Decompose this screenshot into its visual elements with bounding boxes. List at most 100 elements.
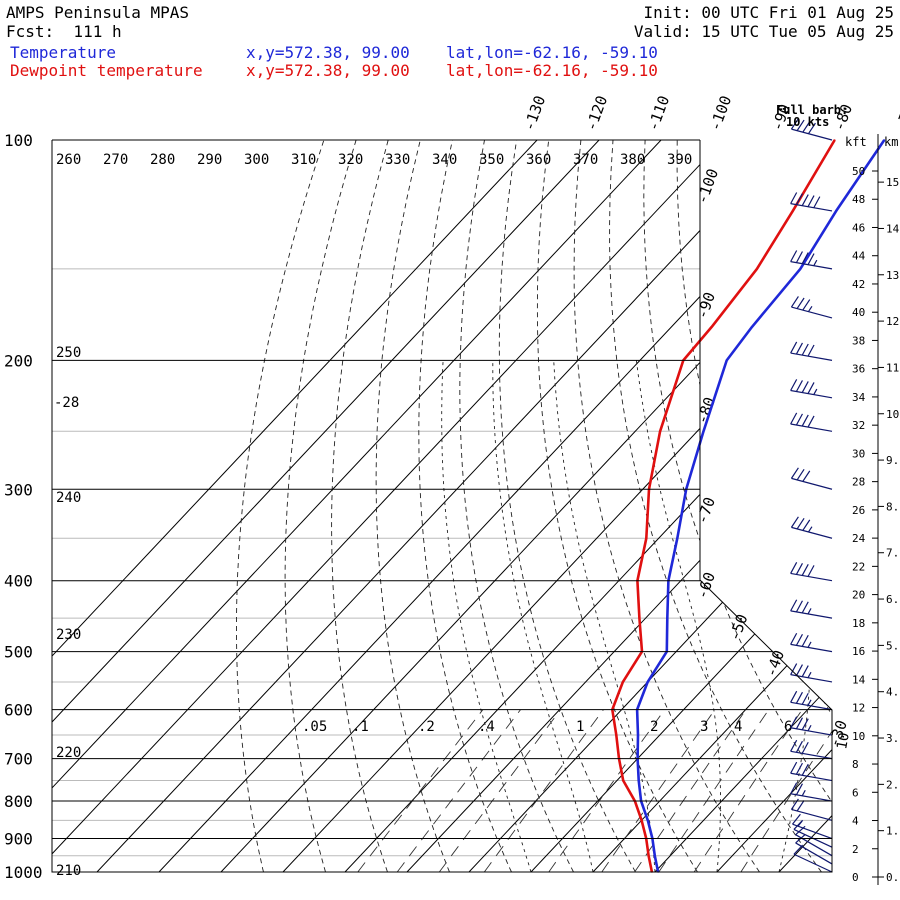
wind-barb-staff (791, 526, 833, 539)
kft-tick-label: 30 (852, 447, 865, 460)
dry-adiabat-line (236, 140, 325, 872)
wind-barb-flag (790, 798, 799, 810)
temperature-latlon: lat,lon=-62.16, -59.10 (446, 43, 658, 62)
wind-barb-flag (802, 299, 811, 311)
wind-barb-half-flag (807, 671, 812, 679)
wind-barb (790, 296, 833, 319)
dry-adiabat-line (331, 140, 389, 872)
dewpoint-point (622, 681, 624, 683)
pressure-tick-label: 500 (4, 643, 33, 662)
dewpoint-point (638, 617, 641, 619)
dry-adiabat-label: -28 (54, 395, 79, 411)
wind-barb (790, 118, 833, 141)
wind-barb-staff (790, 643, 833, 653)
isotherm-line (52, 140, 724, 872)
wind-barb-flag (807, 195, 815, 207)
wind-barb-flag (790, 341, 798, 354)
mixing-ratio-label: .2 (418, 719, 435, 735)
dry-adiabat-label: 380 (620, 152, 645, 168)
isotherm-label: -70 (693, 495, 719, 527)
wind-barb (790, 341, 833, 361)
temperature-xy: x,y=572.38, 99.00 (246, 43, 410, 62)
mixing-ratio-line (658, 709, 770, 872)
wind-barb-flag (795, 380, 803, 392)
isotherm-label: -70 (892, 102, 900, 134)
wind-barb-flag (801, 692, 809, 705)
km-tick-label: 9. (886, 454, 899, 467)
wind-barb-flag (801, 718, 809, 731)
km-tick-label: 13. (886, 269, 900, 282)
dewpoint-point (791, 210, 794, 212)
pressure-tick-label: 200 (4, 351, 33, 370)
km-tick-label: 4. (886, 686, 899, 699)
kft-tick-label: 10 (852, 730, 865, 743)
wind-barb-flag (801, 601, 809, 614)
dry-adiabat-line (708, 140, 832, 872)
wind-barb-flag (792, 813, 801, 825)
wind-barb-half-flag (801, 789, 806, 797)
dry-adiabat-line (498, 140, 636, 872)
kft-tick-label: 48 (852, 193, 865, 206)
kft-tick-label: 32 (852, 419, 865, 432)
kft-tick-label: 12 (852, 702, 865, 715)
temperature-point (637, 779, 640, 782)
wind-barb-staff (793, 853, 833, 873)
dry-adiabat-label: 330 (385, 152, 410, 168)
kft-tick-label: 26 (852, 504, 865, 517)
wind-barb-flag (795, 783, 803, 796)
dry-adiabat-label: 250 (56, 345, 81, 361)
wind-barb-flag (790, 562, 798, 574)
wind-barb (792, 813, 833, 840)
moist-adiabat-line (441, 360, 532, 872)
wind-barb-flag (795, 251, 803, 263)
isotherm-line (220, 140, 832, 872)
isotherm-label: -120 (582, 93, 611, 133)
kft-tick-label: 4 (852, 815, 859, 828)
wind-barb-flag (795, 633, 803, 646)
barb-legend-line1: Full barb: (776, 103, 848, 117)
wind-barb-flag (801, 381, 809, 393)
wind-barb (790, 516, 833, 539)
kft-tick-label: 20 (852, 589, 865, 602)
km-tick-label: 5. (886, 639, 899, 652)
dry-adiabat-label: 210 (56, 863, 81, 879)
km-axis-title: km (884, 135, 898, 149)
wind-barb-staff (790, 423, 833, 432)
mixing-ratio-label: 4 (734, 719, 742, 735)
wind-barb (793, 844, 833, 873)
wind-barb-flag (801, 194, 809, 206)
wind-barb-flag (790, 599, 798, 612)
dry-adiabat-label: 260 (56, 152, 81, 168)
wind-barb-flag (807, 415, 815, 428)
wind-barb (795, 825, 833, 857)
isotherm-line (52, 140, 538, 872)
wind-barb-flag (790, 632, 798, 645)
wind-barb-staff (795, 842, 833, 865)
temperature-point (646, 819, 649, 822)
wind-barb-flag (796, 800, 805, 812)
dry-adiabat-line (375, 140, 450, 872)
temperature-point (654, 854, 656, 857)
dry-adiabat-label: 370 (573, 152, 598, 168)
dewpoint-latlon: lat,lon=-62.16, -59.10 (446, 61, 658, 80)
km-tick-label: 7. (886, 547, 899, 560)
isotherm-line (52, 140, 662, 872)
wind-barb-flag (807, 565, 815, 577)
wind-barb-staff (790, 261, 833, 270)
temperature-point (725, 359, 728, 362)
kft-tick-label: 38 (852, 334, 865, 347)
wind-barb-flag (801, 564, 809, 576)
pressure-tick-label: 300 (4, 480, 33, 499)
model-title: AMPS Peninsula MPAS (6, 3, 190, 22)
isotherm-label: -100 (693, 166, 722, 206)
dry-adiabat-label: 390 (667, 152, 692, 168)
wind-barb-flag (795, 600, 803, 613)
dewpoint-point (645, 537, 648, 540)
wind-barb (790, 250, 833, 270)
isotherm-label: -130 (520, 93, 549, 133)
moist-adiabat-line (841, 360, 900, 872)
wind-barb-staff (790, 750, 833, 760)
dry-adiabat-line (284, 140, 357, 872)
wind-barb-staff (791, 477, 833, 490)
